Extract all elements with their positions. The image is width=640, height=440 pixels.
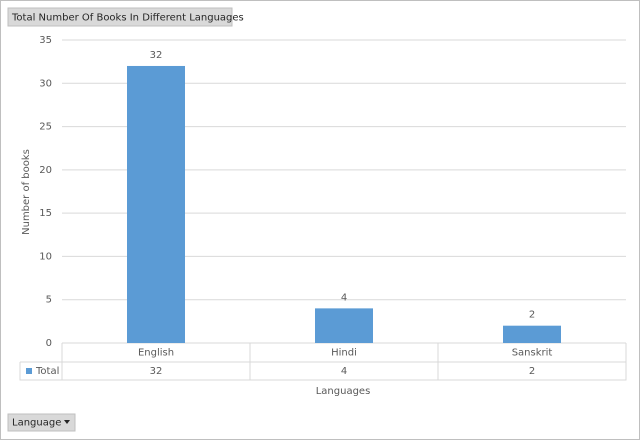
y-tick-label: 0	[46, 338, 52, 349]
y-tick-label: 25	[39, 122, 52, 133]
x-axis-title: Languages	[316, 386, 371, 397]
x-tick-label: Sanskrit	[512, 348, 553, 359]
bar	[127, 65, 185, 343]
y-tick-label: 35	[39, 35, 52, 46]
data-table-grid	[19, 343, 627, 381]
filter-button[interactable]	[7, 413, 76, 432]
data-label: 2	[529, 310, 535, 321]
data-table-value: 4	[341, 366, 347, 377]
data-table-value: 32	[150, 366, 163, 377]
data-label: 32	[150, 50, 163, 61]
y-tick-label: 30	[39, 78, 52, 89]
title-button[interactable]	[7, 7, 233, 27]
y-tick-label: 15	[39, 208, 52, 219]
y-tick-label: 10	[39, 251, 52, 262]
filter-button-label: Language	[12, 418, 61, 429]
chart-title: Total Number Of Books In Different Langu…	[11, 13, 244, 24]
y-axis-title: Number of books	[21, 149, 32, 235]
x-tick-label: Hindi	[331, 348, 357, 359]
data-label: 4	[341, 292, 347, 303]
bar	[503, 325, 561, 343]
dropdown-arrow	[64, 420, 70, 424]
bar	[315, 308, 373, 343]
data-table-value: 2	[529, 366, 535, 377]
y-tick-label: 20	[39, 165, 52, 176]
legend-label: Total	[35, 366, 59, 377]
y-tick-label: 5	[46, 295, 52, 306]
x-tick-label: English	[138, 348, 174, 359]
legend-swatch	[26, 368, 32, 374]
